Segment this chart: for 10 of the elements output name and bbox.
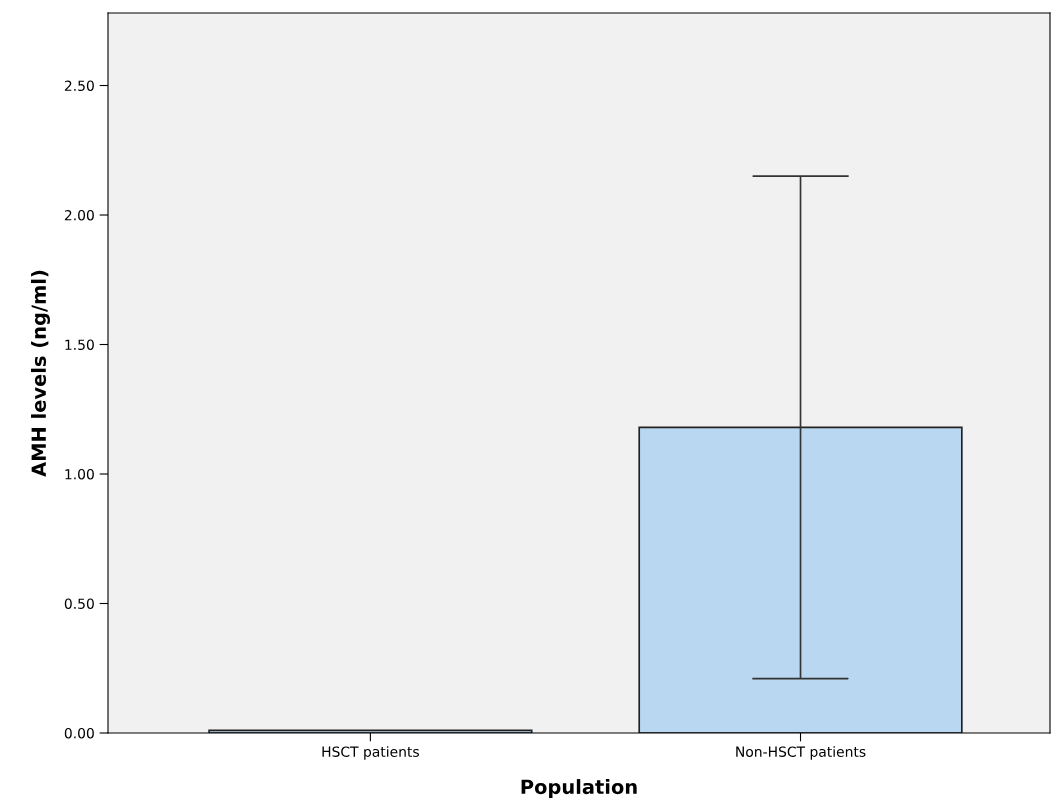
x-tick-label: Non-HSCT patients xyxy=(736,746,866,760)
y-tick-label: 2.00 xyxy=(64,209,94,221)
y-tick-label: 0.50 xyxy=(64,598,94,609)
x-tick-label: HSCT patients xyxy=(322,746,419,760)
y-tick-label: 1.00 xyxy=(65,468,94,480)
x-axis-title: Population xyxy=(521,779,637,798)
y-tick-label: 2.50 xyxy=(64,80,94,91)
y-tick-label: 0.00 xyxy=(64,727,94,739)
y-axis-title: AMH levels (ng/ml) xyxy=(31,270,50,477)
y-tick-label: 1.50 xyxy=(65,339,94,350)
